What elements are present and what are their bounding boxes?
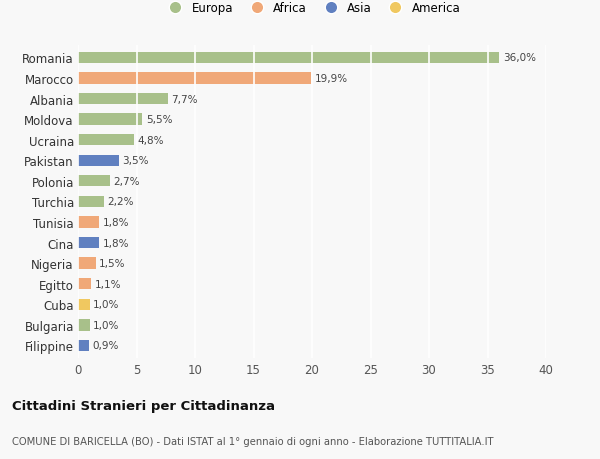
Text: COMUNE DI BARICELLA (BO) - Dati ISTAT al 1° gennaio di ogni anno - Elaborazione : COMUNE DI BARICELLA (BO) - Dati ISTAT al… bbox=[12, 436, 493, 446]
Bar bbox=[78, 176, 110, 187]
Text: 7,7%: 7,7% bbox=[172, 94, 198, 104]
Text: 2,2%: 2,2% bbox=[107, 197, 134, 207]
Text: 1,5%: 1,5% bbox=[99, 258, 125, 269]
Text: 1,8%: 1,8% bbox=[103, 218, 129, 228]
Bar bbox=[78, 340, 89, 351]
Text: 5,5%: 5,5% bbox=[146, 115, 172, 125]
Bar bbox=[78, 217, 99, 228]
Text: 1,8%: 1,8% bbox=[103, 238, 129, 248]
Text: 3,5%: 3,5% bbox=[122, 156, 149, 166]
Bar bbox=[78, 279, 91, 290]
Bar bbox=[78, 134, 134, 146]
Legend: Europa, Africa, Asia, America: Europa, Africa, Asia, America bbox=[163, 2, 461, 15]
Text: 19,9%: 19,9% bbox=[314, 74, 347, 84]
Text: 2,7%: 2,7% bbox=[113, 176, 140, 186]
Bar bbox=[78, 114, 142, 125]
Bar bbox=[78, 237, 99, 249]
Bar bbox=[78, 196, 104, 207]
Text: Cittadini Stranieri per Cittadinanza: Cittadini Stranieri per Cittadinanza bbox=[12, 399, 275, 412]
Text: 1,1%: 1,1% bbox=[94, 279, 121, 289]
Text: 36,0%: 36,0% bbox=[503, 53, 536, 63]
Bar bbox=[78, 53, 499, 64]
Bar bbox=[78, 94, 168, 105]
Bar bbox=[78, 73, 311, 84]
Bar bbox=[78, 319, 90, 331]
Text: 0,9%: 0,9% bbox=[92, 341, 118, 351]
Bar bbox=[78, 155, 119, 167]
Text: 1,0%: 1,0% bbox=[93, 300, 119, 310]
Bar bbox=[78, 299, 90, 310]
Bar bbox=[78, 258, 95, 269]
Text: 4,8%: 4,8% bbox=[137, 135, 164, 146]
Text: 1,0%: 1,0% bbox=[93, 320, 119, 330]
